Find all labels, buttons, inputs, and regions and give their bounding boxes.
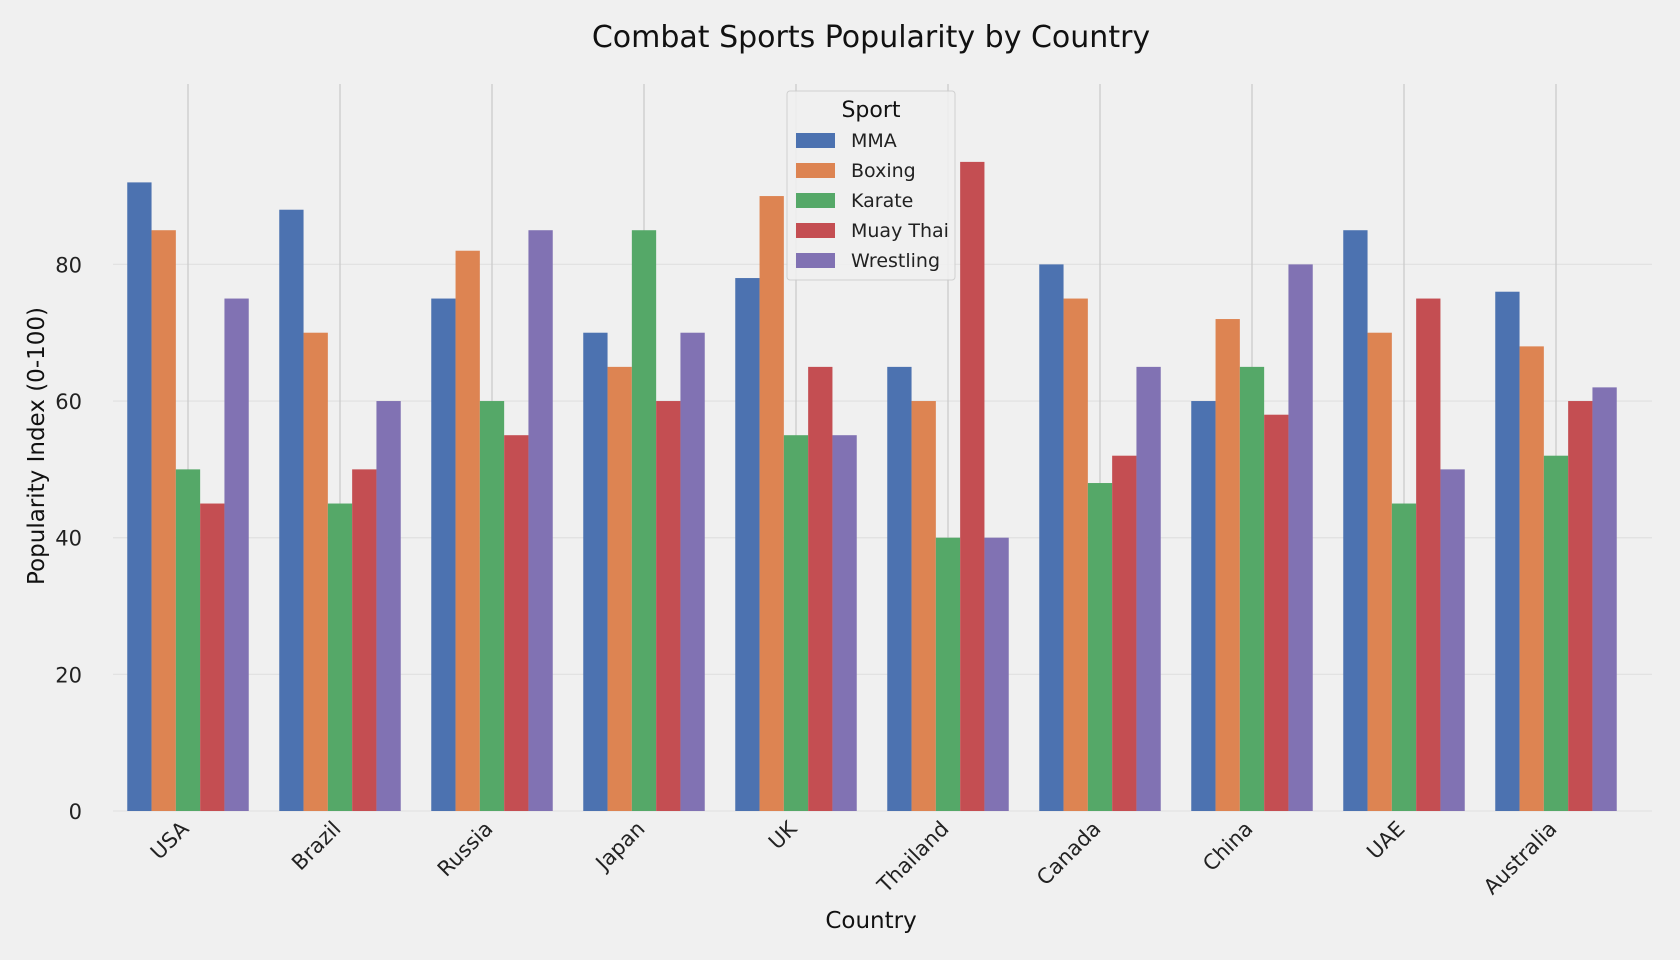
bar-karate-japan — [631, 230, 657, 812]
x-tick-label: Thailand — [872, 817, 953, 898]
x-tick-label: China — [1198, 817, 1257, 876]
bar-wrestling-japan — [680, 332, 705, 811]
bar-karate-uae — [1391, 503, 1417, 811]
bar-wrestling-usa — [224, 298, 249, 811]
x-tick-label: UAE — [1362, 817, 1409, 864]
bar-boxing-russia — [455, 250, 480, 812]
bar-mma-usa — [127, 182, 152, 811]
bar-wrestling-brazil — [376, 401, 401, 811]
bar-boxing-australia — [1519, 346, 1544, 811]
x-tick-label: Australia — [1479, 817, 1562, 900]
legend-swatch — [796, 193, 835, 208]
bars-layer — [127, 161, 1617, 812]
bar-muay-thai-russia — [504, 435, 529, 811]
bar-boxing-japan — [607, 366, 632, 811]
legend-label: MMA — [851, 130, 897, 152]
bar-mma-thailand — [887, 366, 912, 811]
bar-muay-thai-thailand — [960, 161, 985, 812]
bar-boxing-uae — [1367, 332, 1392, 811]
bar-karate-russia — [479, 401, 505, 811]
y-tick-label: 20 — [55, 663, 82, 687]
bar-boxing-uk — [759, 196, 784, 811]
bar-muay-thai-australia — [1568, 401, 1593, 811]
legend-label: Wrestling — [851, 250, 940, 272]
bar-mma-canada — [1039, 264, 1064, 812]
bar-karate-usa — [175, 469, 201, 811]
bar-boxing-thailand — [911, 401, 936, 811]
bar-muay-thai-canada — [1112, 455, 1137, 811]
bar-muay-thai-usa — [200, 503, 225, 811]
bar-muay-thai-china — [1264, 414, 1289, 811]
legend-swatch — [796, 223, 835, 238]
legend-swatch — [796, 253, 835, 268]
bar-wrestling-australia — [1592, 387, 1617, 811]
x-tick-label: USA — [146, 816, 194, 864]
bar-muay-thai-japan — [656, 401, 681, 811]
bar-muay-thai-uk — [808, 366, 833, 811]
bar-wrestling-thailand — [984, 537, 1009, 811]
bar-karate-brazil — [327, 503, 353, 811]
bar-mma-russia — [431, 298, 456, 811]
legend-label: Muay Thai — [851, 220, 949, 242]
legend-items: MMA Boxing Karate Muay Thai Wrestling — [796, 130, 949, 272]
legend-title: Sport — [841, 98, 900, 123]
bar-mma-china — [1191, 401, 1216, 811]
bar-mma-brazil — [279, 209, 304, 811]
legend-swatch — [796, 163, 835, 178]
bar-boxing-usa — [151, 230, 176, 812]
bar-karate-canada — [1087, 483, 1113, 811]
bar-mma-uk — [735, 278, 760, 812]
bar-mma-uae — [1343, 230, 1368, 812]
legend: Sport MMA Boxing Karate Muay Thai Wrestling — [786, 90, 956, 281]
y-tick-labels: 0 20 40 60 80 — [55, 253, 82, 824]
bar-karate-uk — [783, 435, 809, 811]
x-tick-label: Brazil — [287, 817, 345, 875]
bar-wrestling-china — [1288, 264, 1313, 812]
y-tick-label: 60 — [55, 390, 82, 414]
bar-muay-thai-brazil — [352, 469, 377, 811]
bar-muay-thai-uae — [1416, 298, 1441, 811]
bar-boxing-brazil — [303, 332, 328, 811]
x-axis-title: Country — [825, 908, 916, 934]
bar-boxing-china — [1215, 319, 1240, 811]
bar-boxing-canada — [1063, 298, 1088, 811]
bar-wrestling-russia — [528, 230, 553, 812]
bar-wrestling-uk — [832, 435, 857, 811]
y-tick-label: 40 — [55, 527, 82, 551]
x-tick-label: Japan — [590, 817, 650, 877]
y-axis-title: Popularity Index (0-100) — [24, 307, 50, 585]
x-tick-label: UK — [764, 816, 802, 854]
legend-label: Karate — [851, 190, 913, 212]
bar-karate-australia — [1543, 455, 1569, 811]
bar-karate-china — [1239, 366, 1265, 811]
x-tick-label: Canada — [1032, 817, 1105, 890]
bar-mma-japan — [583, 332, 608, 811]
y-tick-label: 0 — [69, 800, 82, 824]
x-tick-label: Russia — [433, 817, 498, 882]
legend-swatch — [796, 133, 835, 148]
bar-mma-australia — [1495, 291, 1520, 811]
bar-wrestling-canada — [1136, 366, 1161, 811]
bar-wrestling-uae — [1440, 469, 1465, 811]
bar-karate-thailand — [935, 537, 961, 811]
legend-label: Boxing — [851, 160, 916, 182]
y-tick-label: 80 — [55, 253, 82, 277]
chart-title: Combat Sports Popularity by Country — [592, 20, 1150, 55]
x-tick-labels: USA Brazil Russia Japan UK Thailand Canada Chin… — [146, 816, 1562, 900]
